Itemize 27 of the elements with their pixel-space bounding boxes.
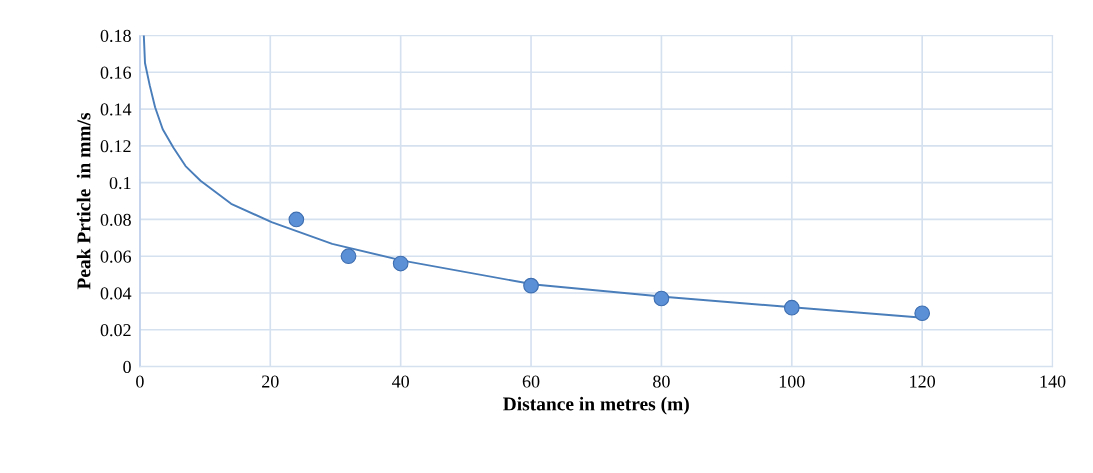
x-tick-label: 120 <box>910 375 936 388</box>
point <box>340 248 357 265</box>
y-tick-label: 0.18 <box>100 29 131 42</box>
x-tick-label: 140 <box>1040 375 1066 388</box>
point <box>392 255 409 272</box>
point <box>783 299 800 316</box>
y-tick-label: 0.06 <box>100 250 132 263</box>
point <box>523 277 539 294</box>
y-tick-label: 0.16 <box>100 66 132 79</box>
x-axis-title: Distance in metres (m) <box>503 396 689 415</box>
y-axis-title: Peak Prticle in mm/s <box>76 112 91 290</box>
y-tick-label: 0 <box>123 360 131 374</box>
point <box>288 211 305 228</box>
y-tick-label: 0.1 <box>109 176 131 190</box>
point <box>653 290 670 307</box>
y-tick-label: 0.02 <box>100 324 131 337</box>
x-tick-label: 40 <box>391 375 409 388</box>
y-tick-label: 0.08 <box>100 213 131 226</box>
x-tick-label: 60 <box>522 375 540 388</box>
y-tick-label: 0.14 <box>100 103 132 116</box>
x-tick-label: 100 <box>779 375 805 388</box>
y-tick-label: 0.12 <box>100 140 131 153</box>
x-tick-label: 80 <box>653 375 670 388</box>
y-tick-label: 0.04 <box>100 287 132 300</box>
x-tick-label: 20 <box>262 375 279 388</box>
point <box>914 305 931 322</box>
x-tick-label: 0 <box>136 375 144 388</box>
